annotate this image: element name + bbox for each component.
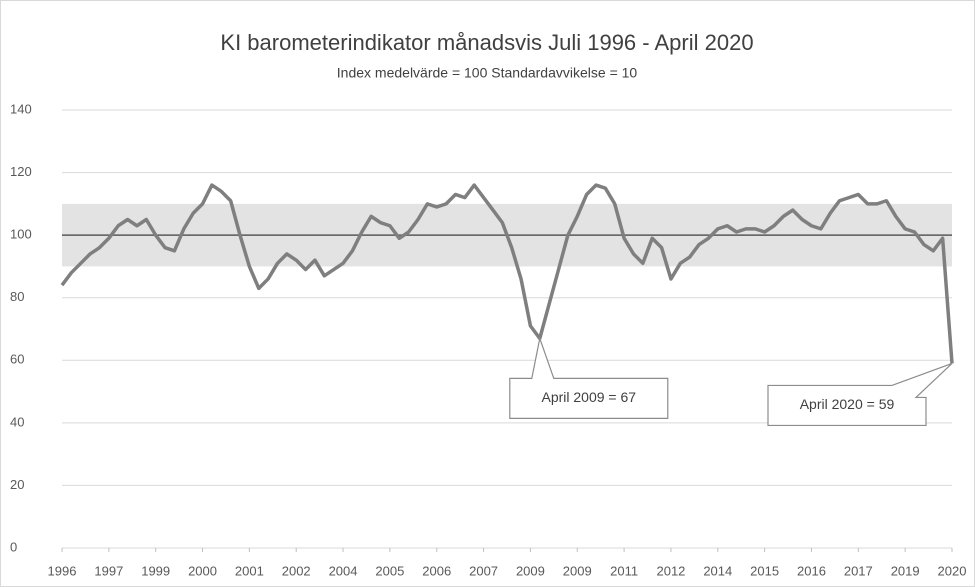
x-tick-label: 2019 [891,563,920,578]
x-tick-label: 2015 [750,563,779,578]
y-tick-label: 120 [10,164,32,179]
x-tick-label: 2012 [656,563,685,578]
x-tick-label: 2006 [422,563,451,578]
data-line [60,183,954,364]
x-tick-label: 2009 [516,563,545,578]
callout-text: April 2020 = 59 [800,396,895,412]
x-tick-label: 2002 [282,563,311,578]
x-tick-label: 2004 [329,563,358,578]
chart-subtitle: Index medelvärde = 100 Standardavvikelse… [337,65,638,81]
x-tick-label: 2011 [610,563,638,578]
y-tick-label: 100 [10,227,32,242]
y-tick-label: 80 [10,289,24,304]
x-tick-label: 1999 [141,563,170,578]
x-tick-label: 2005 [375,563,404,578]
callout-box [509,336,669,419]
x-tick-label: 2000 [188,563,217,578]
x-tick-label: 2007 [469,563,498,578]
y-tick-label: 0 [10,539,17,554]
y-tick-label: 60 [10,352,24,367]
chart-title: KI barometerindikator månadsvis Juli 199… [220,30,753,55]
x-tick-label: 2001 [235,563,264,578]
callout-text: April 2009 = 67 [542,389,637,405]
x-tick-label: 1996 [48,563,77,578]
x-tick-label: 2009 [563,563,592,578]
x-tick-label: 2014 [703,563,732,578]
x-tick-label: 2017 [844,563,873,578]
y-tick-label: 140 [10,101,32,116]
x-tick-label: 1997 [94,563,123,578]
x-tick-label: 2020 [938,563,967,578]
callout-box [767,362,953,427]
x-tick-label: 2016 [797,563,826,578]
y-tick-label: 20 [10,477,24,492]
y-tick-label: 40 [10,414,24,429]
